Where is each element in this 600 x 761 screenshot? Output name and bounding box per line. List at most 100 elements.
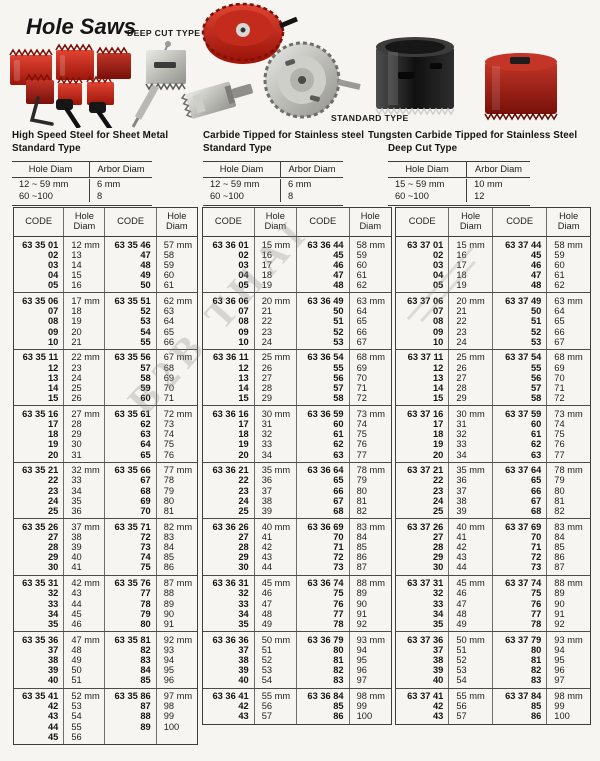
code-cell: 34 (433, 608, 444, 619)
code-cell: 15 (238, 393, 249, 404)
code-cell: 43 (47, 711, 59, 722)
diam-cell: 17 (261, 259, 273, 270)
diam-cell: 95 (356, 654, 367, 665)
code-cell: 79 (140, 608, 151, 619)
diam-column: 97 mm 98 99 100 (157, 689, 197, 744)
code-cell: 63 37 74 (505, 578, 542, 589)
spec-table: Hole Diam Arbor Diam 12 ~ 59 mm 6 mm 60 … (12, 161, 152, 206)
spec-table: Hole Diam Arbor Diam 15 ~ 59 mm 10 mm 60… (388, 161, 530, 206)
code-cell: 71 (530, 542, 542, 553)
code-cell: 10 (238, 336, 249, 347)
diam-cell: 32 (456, 429, 467, 440)
row-block: 63 37 11 12 13 14 15 25 mm 26 27 28 29 63 37 54 55 5… (396, 348, 590, 406)
code-cell: 08 (238, 316, 249, 327)
diam-column: 98 mm 99 100 (547, 689, 590, 724)
code-cell: 80 (530, 644, 542, 655)
column-header-code: CODE (396, 208, 450, 236)
code-cell: 78 (333, 618, 344, 629)
code-cell: 38 (238, 654, 249, 665)
diam-cell: 52 (456, 654, 467, 665)
diam-cell: 43 (71, 588, 82, 599)
code-column: 63 35 51 52 53 54 55 (105, 293, 157, 349)
diam-cell: 71 (356, 382, 367, 393)
code-cell: 53 (530, 336, 542, 347)
diam-cell: 33 (261, 439, 273, 450)
code-cell: 03 (238, 259, 249, 270)
code-column: 63 36 31 32 33 34 35 (203, 575, 255, 632)
diam-cell: 67 (554, 336, 565, 347)
code-cell: 27 (47, 531, 59, 542)
diam-cell: 51 (71, 675, 82, 686)
spec-cell: 8 (280, 190, 343, 202)
diam-cell: 26 (456, 362, 467, 373)
diam-cell: 44 (261, 562, 273, 573)
code-cell: 60 (140, 393, 151, 404)
diam-cell: 55 mm (456, 691, 485, 701)
diam-cell: 23 (456, 326, 467, 337)
diam-cell: 38 (456, 495, 467, 506)
diam-cell: 40 mm (456, 521, 485, 532)
code-cell: 05 (433, 280, 444, 291)
diam-cell: 76 (554, 439, 565, 450)
code-cell: 42 (238, 701, 249, 712)
diam-cell: 84 (554, 531, 565, 542)
code-cell: 40 (433, 675, 444, 686)
code-cell: 63 36 49 (307, 295, 344, 306)
code-cell: 72 (530, 552, 542, 563)
diam-column: 82 mm 83 84 85 86 (157, 519, 197, 574)
code-column: 63 37 79 80 81 82 83 (493, 632, 548, 688)
diam-cell: 60 (163, 270, 175, 281)
diam-cell: 70 (554, 372, 565, 383)
code-cell: 33 (47, 598, 59, 609)
code-cell: 63 37 84 (505, 691, 542, 701)
code-cell: 63 37 41 (407, 691, 444, 701)
code-column: 63 36 06 07 08 09 10 (203, 293, 255, 349)
diam-cell: 46 (71, 618, 82, 629)
diam-cell: 49 (71, 654, 82, 665)
code-cell: 09 (433, 326, 444, 337)
code-cell: 53 (333, 336, 344, 347)
code-cell: 63 37 31 (407, 578, 444, 589)
diam-cell: 49 (456, 618, 467, 629)
diam-cell: 34 (456, 449, 467, 460)
diam-cell: 52 mm (71, 691, 100, 701)
code-column: 63 37 84 85 86 (493, 688, 548, 724)
code-column: 63 35 86 87 88 89 (105, 688, 157, 744)
diam-cell: 18 (261, 270, 273, 281)
code-cell: 62 (140, 419, 151, 429)
diam-cell: 99 (163, 711, 175, 722)
diam-cell: 100 (554, 711, 570, 722)
code-cell: 78 (140, 598, 151, 609)
diam-cell: 89 (356, 588, 367, 599)
code-cell: 18 (433, 429, 444, 440)
code-column: 63 35 76 77 78 79 80 (105, 575, 157, 632)
code-cell: 73 (530, 562, 542, 573)
diam-cell: 22 (456, 316, 467, 327)
diam-cell: 28 (71, 419, 82, 429)
red-hole-saw-photo (484, 53, 558, 121)
diam-cell: 77 (356, 449, 367, 460)
code-cell: 35 (433, 618, 444, 629)
diam-column: 93 mm 94 95 96 97 (350, 632, 391, 687)
code-cell: 63 37 16 (407, 408, 444, 419)
code-cell: 22 (433, 475, 444, 486)
code-column: 63 35 31 32 33 34 35 (14, 575, 65, 632)
diam-cell: 88 (163, 588, 175, 599)
diam-cell: 30 mm (456, 408, 485, 419)
code-cell: 09 (47, 326, 59, 337)
code-cell: 68 (530, 506, 542, 516)
column-header-hole-diam: Hole Diam (557, 211, 580, 231)
code-cell: 19 (433, 439, 444, 450)
spec-cell: 12 ~ 59 mm (210, 179, 260, 189)
diam-cell: 22 mm (71, 352, 100, 363)
code-cell: 63 35 71 (114, 521, 151, 532)
code-cell: 46 (530, 259, 542, 270)
diam-cell: 52 (261, 654, 273, 665)
diam-cell: 76 (356, 439, 367, 450)
code-cell: 63 36 06 (212, 295, 249, 306)
code-cell: 50 (140, 280, 151, 291)
code-cell: 63 37 36 (407, 634, 444, 645)
diam-cell: 16 (261, 249, 273, 260)
diam-column: 73 mm 74 75 76 77 (547, 406, 590, 461)
code-cell: 44 (47, 721, 59, 732)
